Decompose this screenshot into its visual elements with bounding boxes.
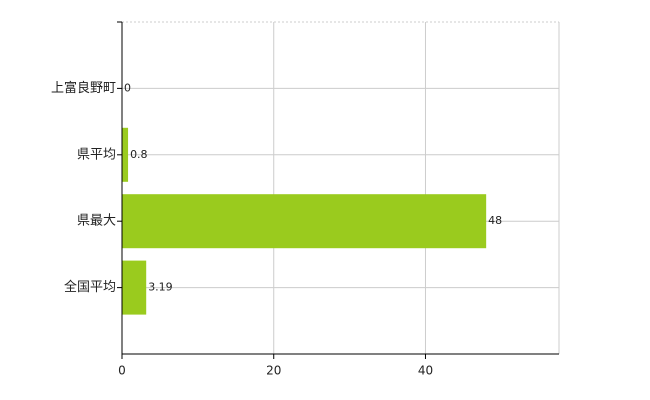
x-tick-label: 0 [118,364,126,378]
x-tick-label: 20 [266,364,281,378]
category-label: 県平均 [77,147,116,162]
bar [122,127,129,182]
x-tick-label: 40 [418,364,433,378]
category-label: 全国平均 [64,279,116,295]
value-label: 48 [488,214,502,227]
value-label: 3.19 [148,281,173,294]
bar [122,260,147,315]
bar [122,194,487,249]
value-label: 0 [124,81,131,94]
value-label: 0.8 [130,148,148,161]
category-label: 県最大 [77,214,116,229]
category-label: 上富良野町 [51,80,116,96]
